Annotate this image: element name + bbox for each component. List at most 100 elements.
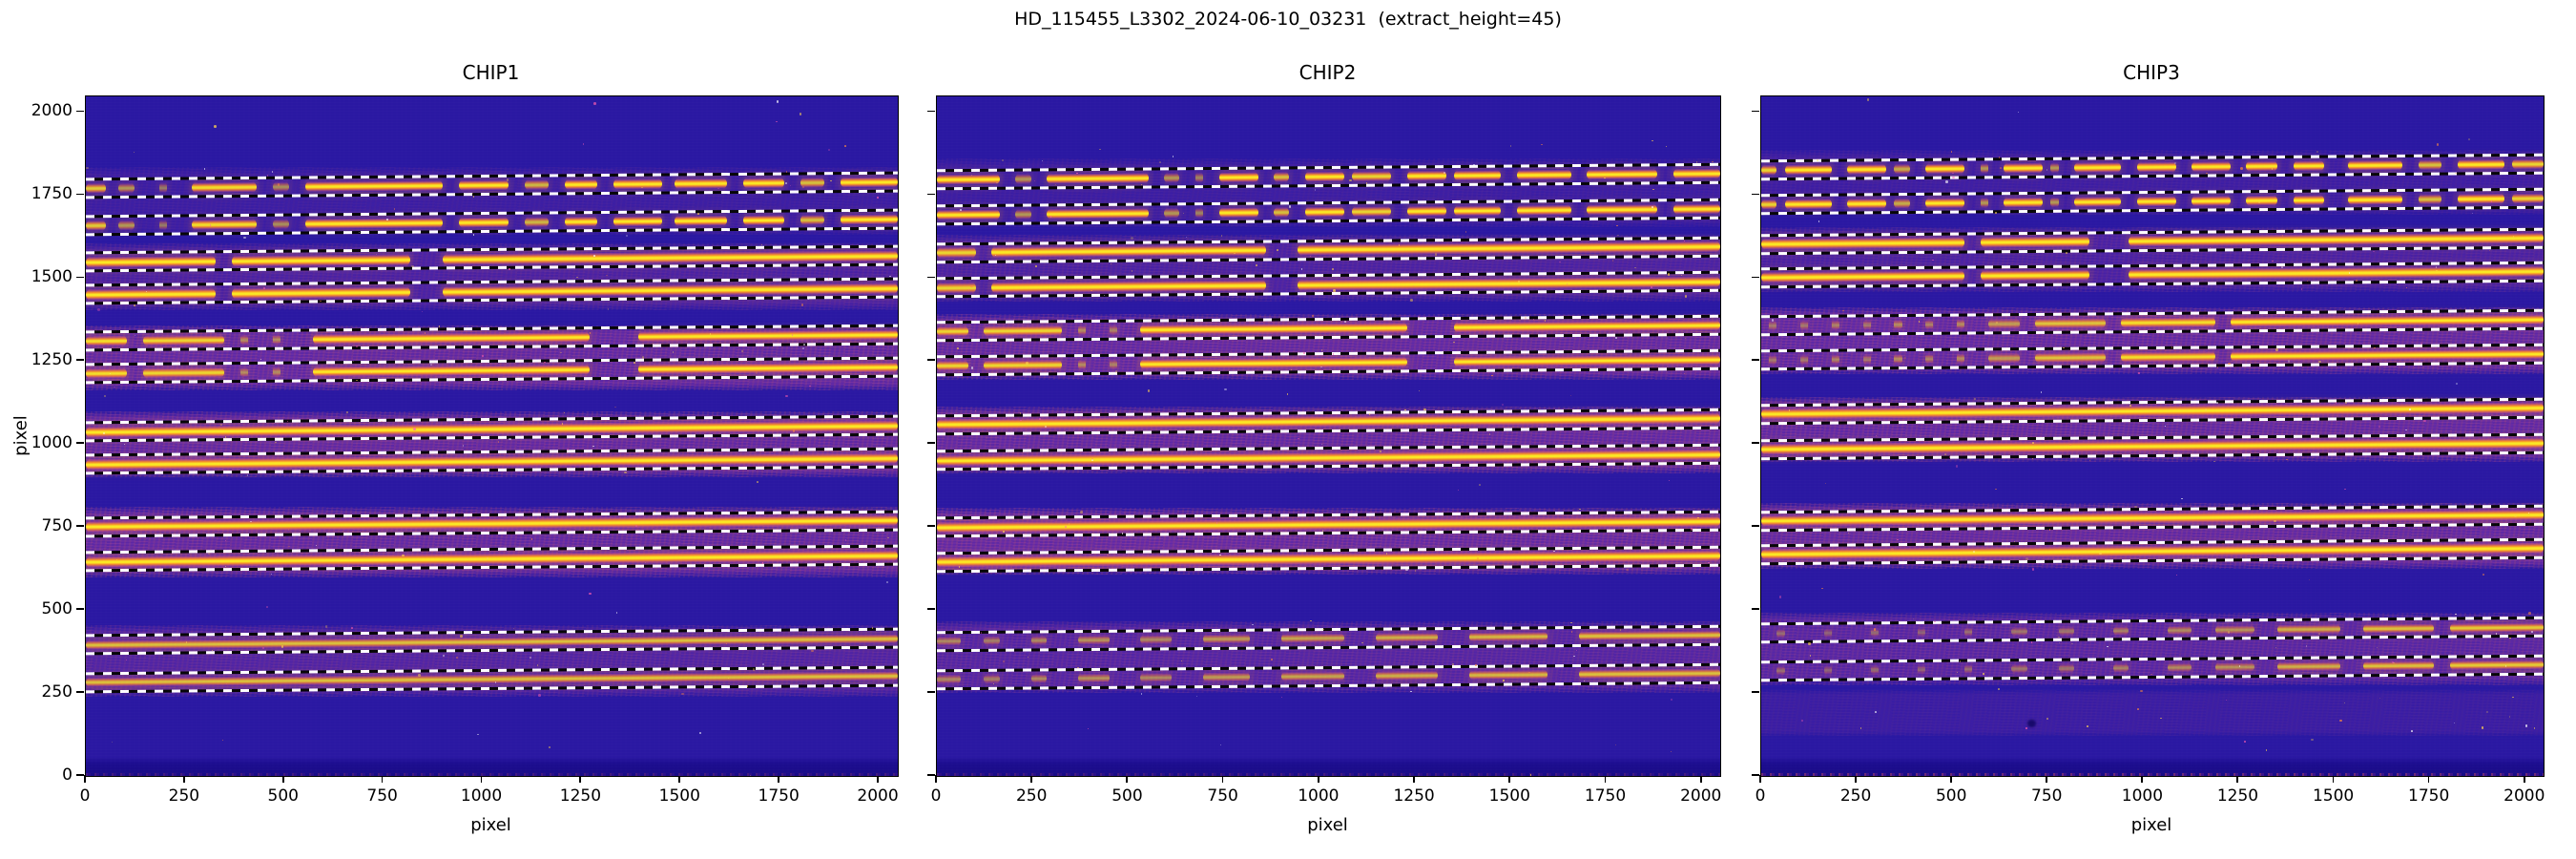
trace-segment: [1847, 198, 1887, 210]
trace-segment: [1964, 663, 1973, 675]
trace-segment: [2073, 196, 2122, 208]
noise-speckle: [1003, 660, 1005, 662]
noise-speckle: [1544, 320, 1547, 322]
x-axis-tick: [84, 775, 86, 783]
noise-speckle: [86, 166, 89, 170]
noise-speckle: [755, 371, 758, 374]
x-axis-tick: [2141, 775, 2144, 783]
trace-segment: [937, 325, 968, 337]
y-axis-tick: [927, 691, 935, 693]
trace-segment: [1046, 207, 1149, 220]
trace-segment: [232, 253, 411, 267]
noise-speckle: [807, 298, 810, 301]
noise-speckle: [1479, 484, 1481, 486]
noise-speckle: [803, 344, 805, 346]
noise-speckle: [237, 266, 239, 269]
trace-segment: [1195, 172, 1204, 184]
trace-segment: [86, 220, 107, 232]
trace-segment: [1862, 353, 1871, 366]
noise-speckle: [1248, 202, 1250, 205]
noise-speckle: [2240, 167, 2243, 170]
trace-segment: [86, 335, 127, 347]
x-axis-tick-label: 1750: [758, 786, 800, 806]
noise-speckle: [494, 681, 497, 683]
noise-speckle: [442, 654, 446, 658]
noise-speckle: [1131, 237, 1133, 240]
trace-segment: [2058, 662, 2075, 674]
noise-speckle: [2344, 488, 2346, 491]
noise-speckle: [424, 332, 426, 334]
noise-speckle: [2524, 724, 2528, 727]
x-axis-tick-label: 750: [1207, 786, 1238, 806]
noise-speckle: [970, 284, 973, 288]
noise-speckle: [1955, 465, 1959, 468]
noise-speckle: [1491, 374, 1493, 377]
noise-speckle: [958, 566, 961, 568]
chip-title-chip3: CHIP3: [2123, 61, 2180, 84]
noise-speckle: [1215, 522, 1218, 524]
noise-speckle: [1373, 465, 1375, 467]
trace-segment: [565, 178, 598, 191]
trace-segment: [1894, 318, 1902, 330]
noise-speckle: [1708, 561, 1710, 564]
x-axis-tick-label: 2000: [1680, 786, 1722, 806]
noise-speckle: [2107, 645, 2109, 648]
noise-speckle: [2058, 636, 2060, 639]
noise-speckle: [1219, 744, 1222, 746]
noise-speckle: [203, 168, 205, 170]
x-axis-tick: [2523, 775, 2525, 783]
noise-speckle: [1045, 426, 1047, 428]
x-axis-tick: [480, 775, 483, 783]
noise-speckle: [320, 300, 322, 303]
noise-speckle: [725, 642, 728, 645]
noise-speckle: [1559, 261, 1561, 263]
noise-speckle: [2502, 413, 2504, 415]
x-axis-label: pixel: [2130, 815, 2172, 835]
noise-speckle: [776, 100, 779, 103]
noise-speckle: [2275, 348, 2278, 351]
noise-speckle: [1234, 320, 1236, 323]
noise-speckle: [644, 561, 647, 564]
noise-speckle: [1133, 557, 1135, 560]
noise-speckle: [536, 664, 539, 666]
trace-segment: [1218, 172, 1258, 184]
noise-speckle: [2204, 409, 2208, 411]
noise-speckle: [1465, 231, 1467, 233]
trace-segment: [1273, 206, 1290, 219]
noise-speckle: [675, 180, 677, 182]
y-axis-tick: [76, 359, 84, 362]
x-axis-tick-label: 750: [366, 786, 398, 806]
noise-speckle: [2289, 619, 2292, 622]
trace-segment: [2347, 158, 2403, 172]
trace-segment: [2073, 161, 2122, 174]
noise-speckle: [1091, 289, 1092, 292]
trace-segment: [1894, 163, 1910, 176]
noise-speckle: [381, 420, 383, 422]
trace-segment: [1831, 353, 1840, 366]
noise-speckle: [287, 529, 290, 531]
x-axis-tick: [381, 775, 384, 783]
noise-speckle: [589, 332, 592, 334]
trace-segment: [1761, 269, 1965, 284]
noise-speckle: [1103, 294, 1106, 297]
trace-segment: [1304, 171, 1344, 183]
noise-speckle: [1033, 179, 1036, 182]
noise-speckle: [1557, 216, 1559, 219]
noise-speckle: [1251, 429, 1255, 432]
noise-speckle: [1140, 693, 1142, 695]
trace-segment: [1799, 319, 1809, 331]
trace-segment: [304, 217, 444, 230]
noise-speckle: [1944, 453, 1946, 455]
noise-speckle: [2373, 250, 2375, 253]
noise-speckle: [102, 431, 106, 435]
noise-speckle: [1652, 206, 1653, 208]
noise-speckle: [2514, 514, 2517, 517]
noise-speckle: [2228, 362, 2231, 366]
noise-speckle: [261, 646, 265, 650]
noise-speckle: [2378, 425, 2381, 429]
trace-segment: [158, 219, 168, 231]
noise-speckle: [1054, 183, 1057, 186]
noise-speckle: [1532, 318, 1535, 321]
noise-speckle: [1891, 548, 1894, 551]
x-axis-tick: [778, 775, 779, 783]
